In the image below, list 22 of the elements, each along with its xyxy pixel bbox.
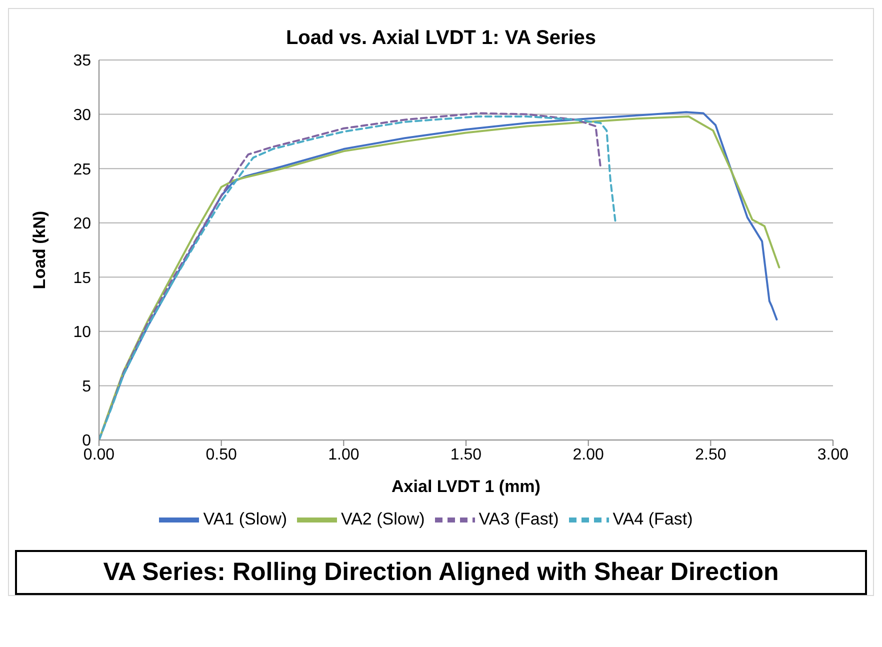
y-tick-label: 15 <box>73 270 92 287</box>
y-tick-label: 10 <box>73 324 92 342</box>
text: VA Series: Rolling Direction Aligned with Shear Direction <box>15 550 867 595</box>
x-tick-label: 0.50 <box>206 446 238 464</box>
y-tick-label: 20 <box>73 216 92 233</box>
legend-label: VA2 (Slow) <box>341 509 425 528</box>
y-tick-label: 35 <box>73 52 92 70</box>
x-tick-label: 3.00 <box>817 446 849 464</box>
x-tick-label: 1.50 <box>450 446 482 464</box>
x-tick-label: 1.00 <box>328 446 360 464</box>
x-axis-title: Axial LVDT 1 (mm) <box>392 477 540 496</box>
legend-label: VA3 (Fast) <box>478 509 559 528</box>
y-tick-label: 5 <box>82 378 92 396</box>
legend-label: VA4 (Fast) <box>612 509 693 528</box>
y-tick-label: 25 <box>73 161 92 178</box>
chart-title: Load vs. Axial LVDT 1: VA Series <box>284 26 598 50</box>
legend-label: VA1 (Slow) <box>203 509 288 528</box>
y-axis-title: Load (kN) <box>30 210 50 290</box>
x-tick-label: 0.00 <box>83 446 115 464</box>
y-tick-label: 30 <box>73 106 92 124</box>
x-tick-label: 2.00 <box>572 446 604 464</box>
x-tick-label: 2.50 <box>695 446 726 464</box>
